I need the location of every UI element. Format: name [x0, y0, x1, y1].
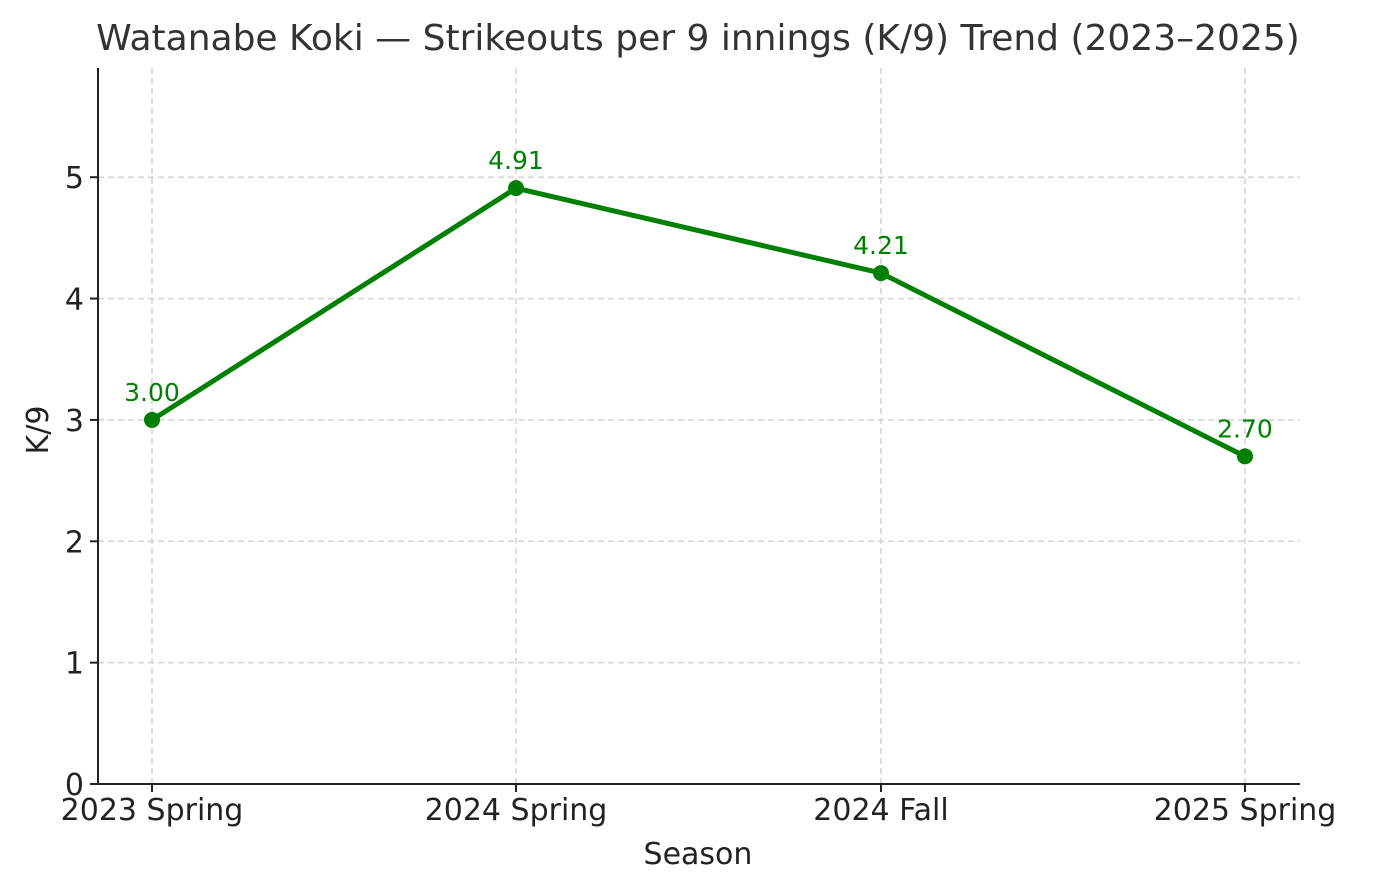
y-tick-label: 2	[65, 525, 84, 560]
data-label: 3.00	[124, 378, 180, 407]
y-tick-label: 1	[65, 647, 84, 682]
ticks-layer: 0 1 2 3 4 5 2023 Spring 2024 Spring 2024 Fall 202…	[61, 161, 1337, 828]
series-layer	[144, 180, 1253, 465]
axes-layer	[97, 68, 1300, 785]
x-axis-label: Season	[644, 837, 753, 872]
y-tick-label: 0	[65, 768, 84, 803]
data-point	[508, 180, 524, 197]
y-tick-label: 4	[65, 283, 84, 318]
data-labels-layer: 3.00 4.91 4.21 2.70	[124, 146, 1273, 443]
chart-title: Watanabe Koki — Strikeouts per 9 innings…	[96, 18, 1300, 59]
grid-layer	[98, 68, 1300, 784]
x-tick-label: 2024 Fall	[813, 793, 948, 828]
series-line	[149, 185, 1248, 459]
x-tick-label: 2023 Spring	[61, 793, 244, 828]
data-label: 2.70	[1217, 414, 1273, 443]
data-label: 4.21	[853, 231, 909, 260]
data-point	[1237, 448, 1253, 465]
y-axis-label: K/9	[21, 406, 56, 455]
x-tick-label: 2024 Spring	[425, 793, 608, 828]
x-tick-label: 2025 Spring	[1154, 793, 1337, 828]
y-tick-label: 3	[65, 404, 84, 439]
y-tick-label: 5	[65, 161, 84, 196]
data-label: 4.91	[488, 146, 544, 175]
data-point	[144, 411, 160, 428]
data-point	[873, 265, 889, 282]
